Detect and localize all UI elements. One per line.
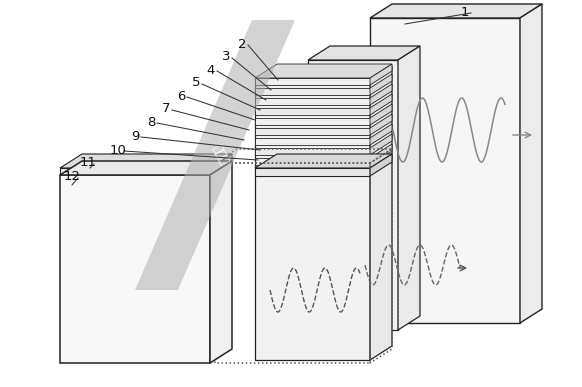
Polygon shape [255,108,370,115]
Text: 11: 11 [80,156,97,170]
Polygon shape [255,158,370,165]
Polygon shape [308,60,398,330]
Text: 2: 2 [238,38,246,50]
Polygon shape [370,124,392,145]
Polygon shape [255,138,370,145]
Polygon shape [255,128,370,135]
Polygon shape [60,154,232,168]
Polygon shape [308,46,420,60]
Polygon shape [370,114,392,135]
Polygon shape [255,148,370,155]
Polygon shape [255,168,370,176]
Text: 5: 5 [191,77,200,89]
Polygon shape [370,94,392,115]
Polygon shape [398,46,420,330]
Polygon shape [255,118,370,125]
Text: 12: 12 [63,171,80,183]
Polygon shape [60,175,210,363]
Text: 7: 7 [162,103,171,115]
Polygon shape [255,80,370,360]
Polygon shape [370,134,392,155]
Polygon shape [370,144,392,165]
Polygon shape [60,168,210,175]
Polygon shape [520,4,542,323]
Polygon shape [370,4,542,18]
Polygon shape [370,18,520,323]
Polygon shape [255,88,370,95]
Polygon shape [255,98,370,105]
Polygon shape [255,64,392,78]
Polygon shape [370,84,392,105]
Polygon shape [370,154,392,176]
Polygon shape [210,154,232,175]
Polygon shape [255,66,392,80]
Polygon shape [370,74,392,95]
Text: 10: 10 [109,144,126,156]
Polygon shape [370,104,392,125]
Polygon shape [255,78,370,85]
Polygon shape [135,20,295,290]
Text: 3: 3 [222,50,230,63]
Polygon shape [370,66,392,360]
Text: 8: 8 [147,115,155,128]
Polygon shape [210,161,232,363]
Text: 6: 6 [177,89,185,103]
Text: 4: 4 [207,63,215,77]
Polygon shape [60,161,232,175]
Polygon shape [255,154,392,168]
Text: 1: 1 [461,5,469,19]
Polygon shape [370,64,392,85]
Text: 9: 9 [131,130,139,142]
Text: 光泵浦: 光泵浦 [210,143,230,167]
